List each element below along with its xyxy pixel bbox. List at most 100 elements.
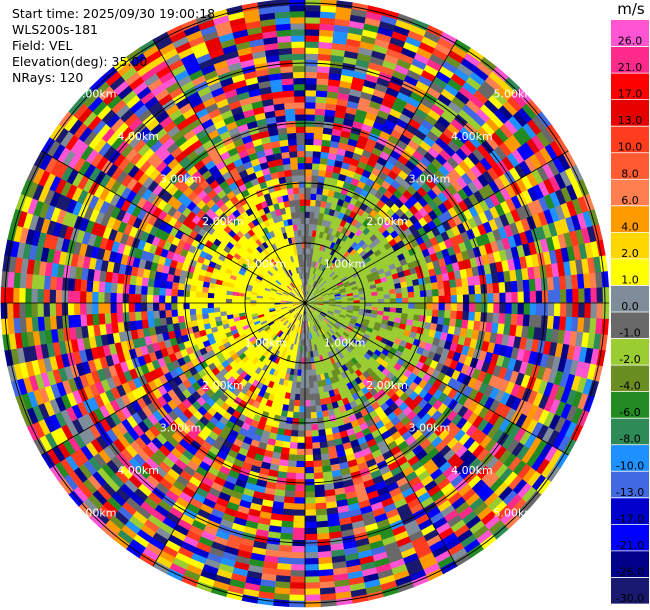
range-gate-cell [292,187,300,195]
range-gate-cell [316,187,324,195]
range-gate-cell [12,303,20,319]
range-gate-cell [293,521,306,529]
range-gate-cell [412,190,423,202]
range-gate-cell [304,101,316,109]
range-gate-cell [288,4,305,12]
range-gate-cell [305,424,312,432]
range-gate-cell [383,189,394,200]
range-gate-cell [408,204,419,215]
range-gate-cell [418,206,429,218]
range-gate-cell [518,159,532,176]
range-gate-cell [467,193,480,206]
range-gate-cell [237,295,245,300]
range-gate-cell [365,292,372,297]
range-gate-cell [422,192,433,204]
range-gate-cell [438,164,450,177]
range-gate-cell [294,491,306,498]
range-gate-cell [472,214,484,227]
range-gate-cell [532,198,544,214]
range-gate-cell [450,118,464,132]
range-gate-cell [213,307,221,313]
range-gate-cell [382,285,390,291]
range-gate-cell [455,130,469,144]
range-gate-cell [526,186,539,202]
range-gate-cell [420,118,434,131]
range-gate-cell [334,293,342,297]
range-gate-cell [450,286,458,296]
range-gate-cell [452,214,463,226]
range-gate-cell [304,162,313,170]
range-gate-cell [213,303,221,308]
range-gate-cell [546,159,560,177]
range-gate-cell [362,282,370,288]
range-gate-cell [91,303,99,315]
range-gate-cell [485,117,500,133]
range-gate-cell [467,180,479,194]
range-gate-cell [333,275,340,282]
range-gate-cell [313,289,319,295]
range-gate-cell [292,533,306,541]
range-gate-cell [450,294,458,303]
range-gate-cell [219,294,227,300]
range-gate-cell [560,186,573,203]
range-gate-cell [309,293,314,299]
range-gate-cell [475,108,491,123]
range-gate-cell [456,286,464,296]
range-gate-cell [324,266,331,274]
range-gate-cell [6,303,14,320]
range-gate-cell [344,243,352,252]
range-gate-cell [304,47,319,55]
range-gate-cell [354,236,363,245]
range-gate-cell [414,175,426,187]
range-gate-cell [116,293,123,304]
range-gate-cell [329,299,336,302]
range-gate-cell [304,150,313,158]
range-gate-cell [18,303,26,319]
range-gate-cell [442,127,456,141]
range-gate-cell [488,179,501,194]
range-gate-cell [342,280,350,286]
range-gate-cell [524,229,535,244]
range-gate-cell [513,163,527,179]
range-gate-cell [338,246,345,254]
range-gate-cell [482,220,493,234]
range-gate-cell [441,220,452,232]
range-gate-cell [559,288,567,303]
range-gate-cell [489,113,505,129]
range-gate-cell [330,272,337,279]
range-gate-cell [328,293,335,297]
range-gate-cell [530,134,545,151]
range-gate-cell [201,292,209,299]
range-gate-cell [308,229,313,237]
range-gate-cell [304,211,310,218]
range-gate-cell [552,156,566,174]
range-gate-cell [395,287,403,294]
range-gate-cell [530,253,540,267]
range-gate-cell [586,225,597,243]
range-gate-cell [474,284,482,295]
range-gate-cell [293,199,300,207]
range-gate-cell [146,286,154,296]
range-gate-cell [575,228,585,245]
range-gate-cell [353,243,362,252]
range-gate-cell [480,121,496,137]
range-gate-cell [0,271,9,288]
range-gate-cell [540,127,556,145]
range-gate-cell [347,238,355,247]
range-gate-cell [110,292,117,304]
range-gate-cell [195,297,202,304]
range-gate-cell [286,132,297,140]
range-gate-cell [474,160,488,175]
range-gate-cell [324,274,330,281]
range-gate-cell [447,49,465,64]
range-gate-cell [420,263,429,272]
range-gate-cell [304,108,316,115]
range-gate-cell [320,279,326,285]
range-gate-cell [290,570,306,577]
range-gate-cell [513,232,523,247]
range-gate-cell [511,291,519,303]
range-gate-cell [310,297,317,301]
range-gate-cell [332,242,339,251]
range-gate-cell [305,527,318,535]
range-gate-cell [318,270,324,277]
